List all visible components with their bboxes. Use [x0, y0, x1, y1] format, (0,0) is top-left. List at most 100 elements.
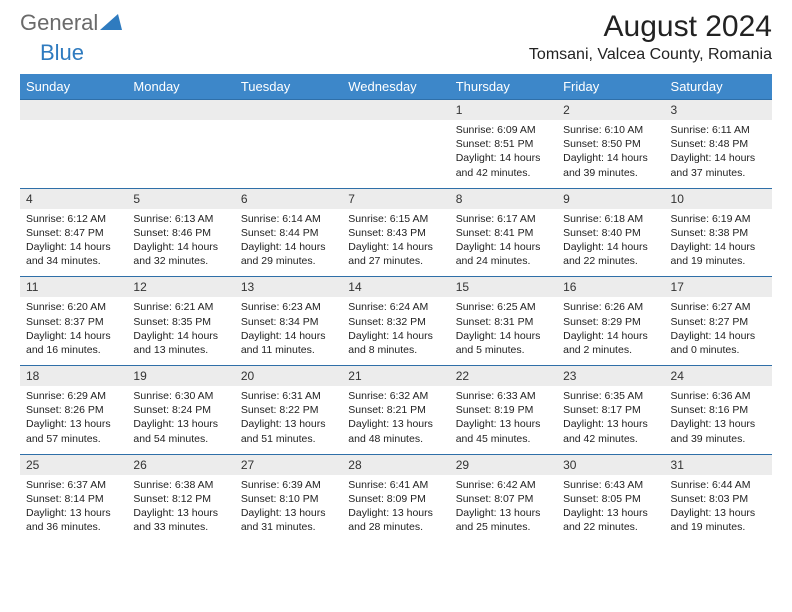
day-number: 12	[127, 277, 234, 297]
day-details: Sunrise: 6:32 AMSunset: 8:21 PMDaylight:…	[342, 386, 449, 454]
day-details: Sunrise: 6:26 AMSunset: 8:29 PMDaylight:…	[557, 297, 664, 365]
day-details	[235, 120, 342, 145]
day-header: Wednesday	[342, 74, 449, 100]
calendar-cell: 13Sunrise: 6:23 AMSunset: 8:34 PMDayligh…	[235, 277, 342, 366]
day-number	[342, 100, 449, 120]
calendar-cell: 25Sunrise: 6:37 AMSunset: 8:14 PMDayligh…	[20, 454, 127, 542]
day-number: 23	[557, 366, 664, 386]
day-details: Sunrise: 6:35 AMSunset: 8:17 PMDaylight:…	[557, 386, 664, 454]
day-details: Sunrise: 6:15 AMSunset: 8:43 PMDaylight:…	[342, 209, 449, 277]
day-details: Sunrise: 6:38 AMSunset: 8:12 PMDaylight:…	[127, 475, 234, 543]
day-details	[20, 120, 127, 145]
calendar-cell: 30Sunrise: 6:43 AMSunset: 8:05 PMDayligh…	[557, 454, 664, 542]
calendar-cell: 3Sunrise: 6:11 AMSunset: 8:48 PMDaylight…	[665, 100, 772, 189]
day-number: 13	[235, 277, 342, 297]
day-number: 20	[235, 366, 342, 386]
calendar-row: 1Sunrise: 6:09 AMSunset: 8:51 PMDaylight…	[20, 100, 772, 189]
day-details: Sunrise: 6:09 AMSunset: 8:51 PMDaylight:…	[450, 120, 557, 188]
day-header: Friday	[557, 74, 664, 100]
title-block: August 2024 Tomsani, Valcea County, Roma…	[529, 10, 772, 64]
day-number: 18	[20, 366, 127, 386]
calendar-cell: 15Sunrise: 6:25 AMSunset: 8:31 PMDayligh…	[450, 277, 557, 366]
calendar-cell	[20, 100, 127, 189]
day-details: Sunrise: 6:11 AMSunset: 8:48 PMDaylight:…	[665, 120, 772, 188]
calendar-cell: 4Sunrise: 6:12 AMSunset: 8:47 PMDaylight…	[20, 188, 127, 277]
logo-text-general: General	[20, 10, 98, 36]
calendar-cell: 23Sunrise: 6:35 AMSunset: 8:17 PMDayligh…	[557, 366, 664, 455]
day-number: 19	[127, 366, 234, 386]
day-header: Thursday	[450, 74, 557, 100]
day-details: Sunrise: 6:18 AMSunset: 8:40 PMDaylight:…	[557, 209, 664, 277]
day-number: 11	[20, 277, 127, 297]
day-details: Sunrise: 6:19 AMSunset: 8:38 PMDaylight:…	[665, 209, 772, 277]
calendar-row: 18Sunrise: 6:29 AMSunset: 8:26 PMDayligh…	[20, 366, 772, 455]
calendar-cell: 31Sunrise: 6:44 AMSunset: 8:03 PMDayligh…	[665, 454, 772, 542]
day-header: Tuesday	[235, 74, 342, 100]
calendar-cell: 2Sunrise: 6:10 AMSunset: 8:50 PMDaylight…	[557, 100, 664, 189]
day-details: Sunrise: 6:29 AMSunset: 8:26 PMDaylight:…	[20, 386, 127, 454]
calendar-cell: 10Sunrise: 6:19 AMSunset: 8:38 PMDayligh…	[665, 188, 772, 277]
logo-triangle-icon	[100, 12, 122, 35]
calendar-cell: 6Sunrise: 6:14 AMSunset: 8:44 PMDaylight…	[235, 188, 342, 277]
day-number: 22	[450, 366, 557, 386]
day-number: 6	[235, 189, 342, 209]
calendar-cell: 16Sunrise: 6:26 AMSunset: 8:29 PMDayligh…	[557, 277, 664, 366]
day-number: 28	[342, 455, 449, 475]
day-header: Sunday	[20, 74, 127, 100]
day-number: 15	[450, 277, 557, 297]
calendar-cell	[342, 100, 449, 189]
calendar-thead: SundayMondayTuesdayWednesdayThursdayFrid…	[20, 74, 772, 100]
calendar-cell: 20Sunrise: 6:31 AMSunset: 8:22 PMDayligh…	[235, 366, 342, 455]
calendar-cell: 18Sunrise: 6:29 AMSunset: 8:26 PMDayligh…	[20, 366, 127, 455]
day-number: 7	[342, 189, 449, 209]
day-number	[127, 100, 234, 120]
day-details: Sunrise: 6:37 AMSunset: 8:14 PMDaylight:…	[20, 475, 127, 543]
location-text: Tomsani, Valcea County, Romania	[529, 46, 772, 64]
calendar-body: 1Sunrise: 6:09 AMSunset: 8:51 PMDaylight…	[20, 100, 772, 543]
day-details: Sunrise: 6:17 AMSunset: 8:41 PMDaylight:…	[450, 209, 557, 277]
day-details	[342, 120, 449, 145]
logo-text-blue: Blue	[40, 40, 84, 65]
day-details: Sunrise: 6:43 AMSunset: 8:05 PMDaylight:…	[557, 475, 664, 543]
day-number: 31	[665, 455, 772, 475]
calendar-row: 25Sunrise: 6:37 AMSunset: 8:14 PMDayligh…	[20, 454, 772, 542]
calendar-cell: 26Sunrise: 6:38 AMSunset: 8:12 PMDayligh…	[127, 454, 234, 542]
day-number: 26	[127, 455, 234, 475]
day-details: Sunrise: 6:36 AMSunset: 8:16 PMDaylight:…	[665, 386, 772, 454]
day-details: Sunrise: 6:14 AMSunset: 8:44 PMDaylight:…	[235, 209, 342, 277]
day-details: Sunrise: 6:21 AMSunset: 8:35 PMDaylight:…	[127, 297, 234, 365]
day-number: 2	[557, 100, 664, 120]
day-number: 29	[450, 455, 557, 475]
day-number: 8	[450, 189, 557, 209]
month-title: August 2024	[529, 10, 772, 44]
day-number: 17	[665, 277, 772, 297]
calendar-cell: 29Sunrise: 6:42 AMSunset: 8:07 PMDayligh…	[450, 454, 557, 542]
day-details: Sunrise: 6:23 AMSunset: 8:34 PMDaylight:…	[235, 297, 342, 365]
logo: General	[20, 10, 124, 36]
day-number: 16	[557, 277, 664, 297]
day-number: 30	[557, 455, 664, 475]
day-details: Sunrise: 6:24 AMSunset: 8:32 PMDaylight:…	[342, 297, 449, 365]
day-details: Sunrise: 6:10 AMSunset: 8:50 PMDaylight:…	[557, 120, 664, 188]
calendar-cell: 1Sunrise: 6:09 AMSunset: 8:51 PMDaylight…	[450, 100, 557, 189]
calendar-cell: 28Sunrise: 6:41 AMSunset: 8:09 PMDayligh…	[342, 454, 449, 542]
day-number: 14	[342, 277, 449, 297]
day-number	[235, 100, 342, 120]
day-details: Sunrise: 6:31 AMSunset: 8:22 PMDaylight:…	[235, 386, 342, 454]
day-details: Sunrise: 6:44 AMSunset: 8:03 PMDaylight:…	[665, 475, 772, 543]
day-number: 21	[342, 366, 449, 386]
day-header: Saturday	[665, 74, 772, 100]
day-details: Sunrise: 6:41 AMSunset: 8:09 PMDaylight:…	[342, 475, 449, 543]
day-number: 4	[20, 189, 127, 209]
day-details: Sunrise: 6:42 AMSunset: 8:07 PMDaylight:…	[450, 475, 557, 543]
day-details	[127, 120, 234, 145]
calendar-cell: 12Sunrise: 6:21 AMSunset: 8:35 PMDayligh…	[127, 277, 234, 366]
calendar-cell: 8Sunrise: 6:17 AMSunset: 8:41 PMDaylight…	[450, 188, 557, 277]
day-number: 9	[557, 189, 664, 209]
calendar-cell: 9Sunrise: 6:18 AMSunset: 8:40 PMDaylight…	[557, 188, 664, 277]
calendar-cell: 17Sunrise: 6:27 AMSunset: 8:27 PMDayligh…	[665, 277, 772, 366]
calendar-cell: 21Sunrise: 6:32 AMSunset: 8:21 PMDayligh…	[342, 366, 449, 455]
day-number: 24	[665, 366, 772, 386]
calendar-cell: 5Sunrise: 6:13 AMSunset: 8:46 PMDaylight…	[127, 188, 234, 277]
day-details: Sunrise: 6:13 AMSunset: 8:46 PMDaylight:…	[127, 209, 234, 277]
